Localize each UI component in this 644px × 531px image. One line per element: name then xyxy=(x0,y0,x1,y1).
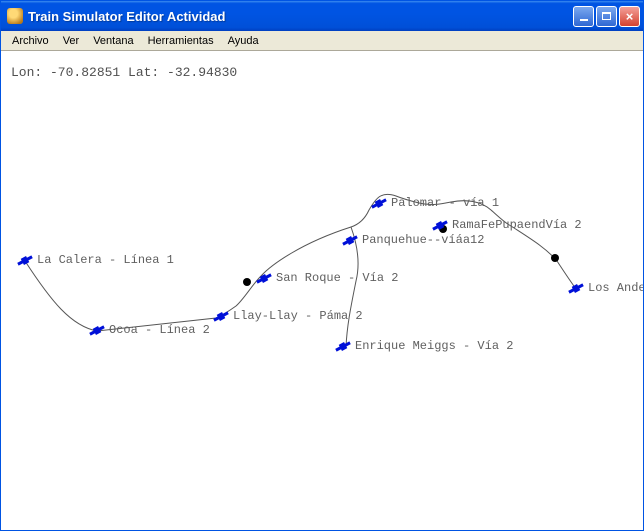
close-button[interactable]: × xyxy=(619,6,640,27)
station[interactable]: Panquehue--víáa12 xyxy=(340,233,484,247)
app-icon xyxy=(7,8,23,24)
station[interactable]: Los Andes xyxy=(566,281,643,295)
menubar: Archivo Ver Ventana Herramientas Ayuda xyxy=(1,31,643,51)
station-label: Ocoa - Línea 2 xyxy=(109,323,210,337)
menu-ver[interactable]: Ver xyxy=(56,33,87,49)
station-marker-icon xyxy=(369,196,389,210)
station-marker-icon xyxy=(566,281,586,295)
station-label: Enrique Meiggs - Vía 2 xyxy=(355,339,513,353)
station[interactable]: RamaFePupaendVía 2 xyxy=(430,218,582,232)
junction-dot xyxy=(551,254,559,262)
app-window: Train Simulator Editor Actividad × Archi… xyxy=(0,0,644,531)
route-svg xyxy=(1,51,643,530)
menu-ventana[interactable]: Ventana xyxy=(86,33,140,49)
map-canvas[interactable]: Lon: -70.82851 Lat: -32.94830 La Calera … xyxy=(1,51,643,530)
station[interactable]: Palomar - vía 1 xyxy=(369,196,499,210)
maximize-button[interactable] xyxy=(596,6,617,27)
station-marker-icon xyxy=(254,271,274,285)
window-controls: × xyxy=(573,6,640,27)
station-marker-icon xyxy=(211,309,231,323)
station[interactable]: San Roque - Vía 2 xyxy=(254,271,398,285)
station[interactable]: Ocoa - Línea 2 xyxy=(87,323,210,337)
menu-archivo[interactable]: Archivo xyxy=(5,33,56,49)
station-label: San Roque - Vía 2 xyxy=(276,271,398,285)
station-label: Los Andes xyxy=(588,281,643,295)
station-label: RamaFePupaendVía 2 xyxy=(452,218,582,232)
minimize-button[interactable] xyxy=(573,6,594,27)
station-marker-icon xyxy=(333,339,353,353)
station-label: Palomar - vía 1 xyxy=(391,196,499,210)
menu-herramientas[interactable]: Herramientas xyxy=(141,33,221,49)
station[interactable]: Llay-Llay - Páma 2 xyxy=(211,309,363,323)
station-marker-icon xyxy=(87,323,107,337)
station[interactable]: Enrique Meiggs - Vía 2 xyxy=(333,339,513,353)
station-marker-icon xyxy=(15,253,35,267)
station-marker-icon xyxy=(340,233,360,247)
station-label: Llay-Llay - Páma 2 xyxy=(233,309,363,323)
titlebar[interactable]: Train Simulator Editor Actividad × xyxy=(1,1,643,31)
junction-dot xyxy=(243,278,251,286)
station-label: La Calera - Línea 1 xyxy=(37,253,174,267)
menu-ayuda[interactable]: Ayuda xyxy=(221,33,266,49)
window-title: Train Simulator Editor Actividad xyxy=(28,9,573,24)
station[interactable]: La Calera - Línea 1 xyxy=(15,253,174,267)
station-marker-icon xyxy=(430,218,450,232)
station-label: Panquehue--víáa12 xyxy=(362,233,484,247)
